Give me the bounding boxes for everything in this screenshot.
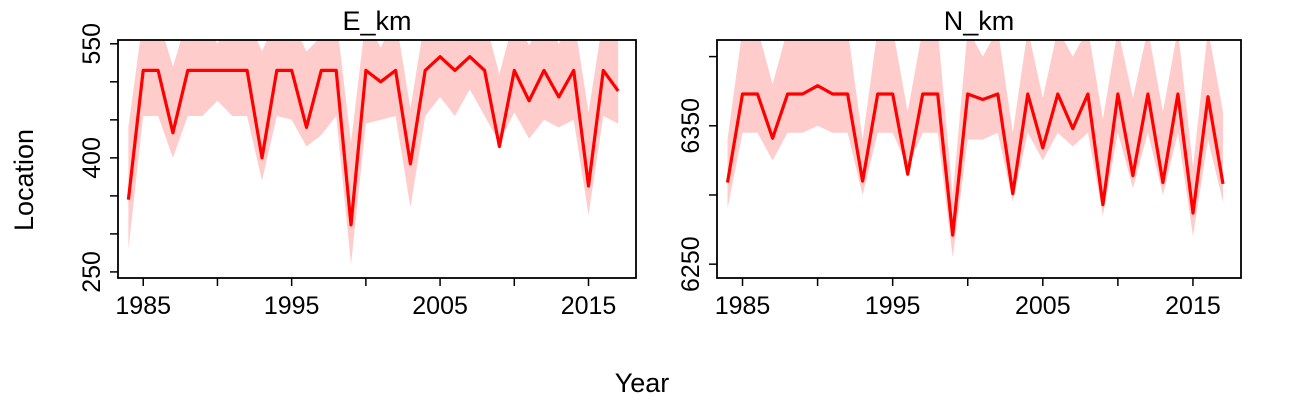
x-tick-label: 2015: [561, 292, 617, 320]
series-line: [126, 55, 620, 227]
panel-title: N_km: [944, 6, 1015, 36]
panel-e-km: E_km 1985 1995 2005 2015 250 400 550: [78, 6, 637, 320]
confidence-band: [128, 40, 619, 265]
x-tick-label: 1995: [865, 292, 921, 320]
y-tick-label: 400: [78, 137, 106, 179]
y-tick-label: 6350: [677, 98, 705, 154]
confidence-band: [727, 40, 1223, 258]
x-tick-label: 2005: [1015, 292, 1071, 320]
x-tick-label: 2015: [1165, 292, 1221, 320]
x-tick-label: 1985: [715, 292, 771, 320]
x-tick-label: 1995: [264, 292, 320, 320]
panel-n-km: N_km 1985 1995 2005 2015 6250 6350: [677, 6, 1242, 320]
panel-title: E_km: [342, 6, 411, 36]
plot-area: [725, 40, 1225, 258]
y-tick-label: 550: [78, 23, 106, 65]
y-axis-label: Location: [9, 129, 39, 231]
x-tick-label: 1985: [115, 292, 171, 320]
plot-frame: [117, 39, 637, 279]
y-tick-label: 6250: [677, 236, 705, 292]
x-axis-label: Year: [615, 368, 670, 398]
y-tick-label: 250: [78, 251, 106, 293]
series-line: [725, 84, 1225, 237]
plot-frame: [716, 39, 1242, 279]
x-tick-label: 2005: [412, 292, 468, 320]
plot-area: [126, 40, 620, 265]
